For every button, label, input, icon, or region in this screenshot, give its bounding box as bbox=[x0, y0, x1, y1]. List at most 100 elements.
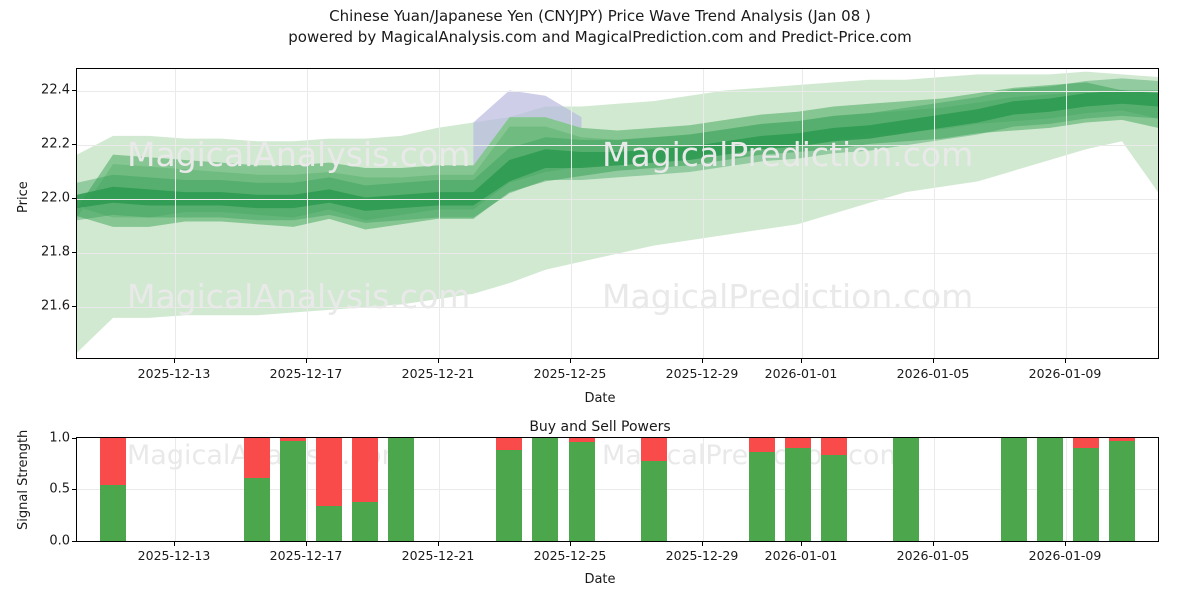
signal-chart-axes: MagicalAnalysis.com MagicalPrediction.co… bbox=[76, 437, 1159, 542]
buy-power-bar[interactable] bbox=[496, 450, 523, 541]
core-dark-band-halo-area bbox=[77, 78, 1158, 223]
sell-power-bar[interactable] bbox=[820, 438, 847, 455]
tickmark-signal-x-6 bbox=[933, 542, 934, 546]
xtick-signal-5: 2026-01-01 bbox=[764, 548, 838, 563]
sell-power-bar[interactable] bbox=[640, 438, 667, 461]
vgridline-2026-01-05 bbox=[934, 69, 935, 358]
signal-y-axis-label: Signal Strength bbox=[16, 429, 31, 530]
buy-power-bar[interactable] bbox=[1000, 438, 1027, 541]
signal-bars-host bbox=[77, 438, 1158, 541]
buy-power-bar[interactable] bbox=[1036, 438, 1063, 541]
buy-power-bar[interactable] bbox=[316, 506, 343, 541]
xtick-signal-6: 2026-01-05 bbox=[896, 548, 970, 563]
sell-power-bar[interactable] bbox=[280, 438, 307, 442]
buy-power-bar[interactable] bbox=[100, 485, 126, 541]
sell-power-bar[interactable] bbox=[1072, 438, 1099, 449]
gridline-21-6 bbox=[77, 307, 1158, 308]
buy-power-bar[interactable] bbox=[244, 478, 271, 541]
price-chart-axes: MagicalAnalysis.com MagicalPrediction.co… bbox=[76, 68, 1159, 359]
sell-power-bar[interactable] bbox=[100, 438, 126, 486]
sell-power-bar[interactable] bbox=[748, 438, 775, 453]
tickmark-signal-x-1 bbox=[306, 542, 307, 546]
blue-peak-area bbox=[473, 90, 582, 166]
tickmark-price-y-3 bbox=[72, 252, 76, 253]
tickmark-signal-x-2 bbox=[438, 542, 439, 546]
signal-chart-title: Buy and Sell Powers bbox=[529, 419, 671, 435]
xtick-signal-4: 2025-12-29 bbox=[665, 548, 739, 563]
sell-power-bar[interactable] bbox=[784, 438, 811, 449]
gridline-22-4 bbox=[77, 91, 1158, 92]
buy-power-bar[interactable] bbox=[892, 438, 919, 541]
tickmark-price-x-6 bbox=[933, 359, 934, 363]
ytick-signal-0: 1.0 bbox=[49, 430, 70, 446]
ytick-price-1: 22.2 bbox=[41, 136, 70, 152]
vgridline-2026-01-01 bbox=[802, 69, 803, 358]
tickmark-price-y-1 bbox=[72, 144, 76, 145]
vgridline-2025-12-21 bbox=[439, 69, 440, 358]
buy-power-bar[interactable] bbox=[640, 460, 667, 541]
vgridline-signal-2025-12-29 bbox=[703, 438, 704, 541]
tickmark-price-y-2 bbox=[72, 198, 76, 199]
ytick-price-0: 22.4 bbox=[41, 82, 70, 98]
xtick-price-6: 2026-01-05 bbox=[896, 366, 970, 381]
gridline-signal-0-5 bbox=[77, 489, 1158, 490]
title-line-2: powered by MagicalAnalysis.com and Magic… bbox=[288, 28, 912, 46]
figure-title: Chinese Yuan/Japanese Yen (CNYJPY) Price… bbox=[0, 6, 1200, 48]
tickmark-price-y-0 bbox=[72, 90, 76, 91]
xtick-signal-0: 2025-12-13 bbox=[137, 548, 211, 563]
vgridline-2025-12-13 bbox=[175, 69, 176, 358]
tickmark-price-x-3 bbox=[570, 359, 571, 363]
tickmark-signal-x-3 bbox=[570, 542, 571, 546]
signal-x-axis-label: Date bbox=[584, 572, 616, 587]
ytick-signal-2: 0.0 bbox=[49, 533, 70, 549]
buy-power-bar[interactable] bbox=[352, 501, 379, 541]
buy-power-bar[interactable] bbox=[1109, 441, 1135, 541]
sell-power-bar[interactable] bbox=[496, 438, 523, 451]
ytick-signal-1: 0.5 bbox=[49, 481, 70, 497]
xtick-signal-1: 2025-12-17 bbox=[269, 548, 343, 563]
xtick-price-0: 2025-12-13 bbox=[137, 366, 211, 381]
tickmark-signal-y-0 bbox=[72, 438, 76, 439]
title-line-1: Chinese Yuan/Japanese Yen (CNYJPY) Price… bbox=[329, 7, 871, 25]
xtick-signal-3: 2025-12-25 bbox=[533, 548, 607, 563]
xtick-price-3: 2025-12-25 bbox=[533, 366, 607, 381]
tickmark-price-x-2 bbox=[438, 359, 439, 363]
sell-power-bar[interactable] bbox=[316, 438, 343, 506]
gridline-21-8 bbox=[77, 253, 1158, 254]
ytick-price-2: 22.0 bbox=[41, 190, 70, 206]
tickmark-price-y-4 bbox=[72, 306, 76, 307]
buy-power-bar[interactable] bbox=[1072, 448, 1099, 541]
tickmark-price-x-4 bbox=[702, 359, 703, 363]
vgridline-2025-12-29 bbox=[703, 69, 704, 358]
sell-power-bar[interactable] bbox=[1109, 438, 1135, 442]
buy-power-bar[interactable] bbox=[280, 441, 307, 541]
buy-power-bar[interactable] bbox=[784, 448, 811, 541]
vgridline-signal-2025-12-17 bbox=[307, 438, 308, 541]
sell-power-bar[interactable] bbox=[352, 438, 379, 502]
xtick-price-1: 2025-12-17 bbox=[269, 366, 343, 381]
xtick-price-5: 2026-01-01 bbox=[764, 366, 838, 381]
price-x-axis-label: Date bbox=[584, 391, 616, 406]
buy-power-bar[interactable] bbox=[820, 454, 847, 541]
tickmark-price-x-5 bbox=[801, 359, 802, 363]
xtick-signal-2: 2025-12-21 bbox=[401, 548, 475, 563]
buy-power-bar[interactable] bbox=[748, 452, 775, 541]
tickmark-price-x-0 bbox=[174, 359, 175, 363]
buy-power-bar[interactable] bbox=[568, 442, 595, 541]
tickmark-signal-x-5 bbox=[801, 542, 802, 546]
sell-power-bar[interactable] bbox=[244, 438, 271, 479]
xtick-signal-7: 2026-01-09 bbox=[1028, 548, 1102, 563]
core-dark-band-area bbox=[77, 90, 1158, 211]
tickmark-price-x-7 bbox=[1065, 359, 1066, 363]
tickmark-signal-y-2 bbox=[72, 541, 76, 542]
buy-power-bar[interactable] bbox=[532, 438, 559, 541]
gridline-22-2 bbox=[77, 145, 1158, 146]
ytick-price-3: 21.8 bbox=[41, 244, 70, 260]
vgridline-2025-12-25 bbox=[571, 69, 572, 358]
sell-power-bar[interactable] bbox=[568, 438, 595, 443]
price-wave-plot bbox=[77, 71, 1158, 353]
vgridline-signal-2026-01-09 bbox=[1066, 438, 1067, 541]
vgridline-signal-2025-12-21 bbox=[439, 438, 440, 541]
buy-power-bar[interactable] bbox=[388, 438, 415, 541]
